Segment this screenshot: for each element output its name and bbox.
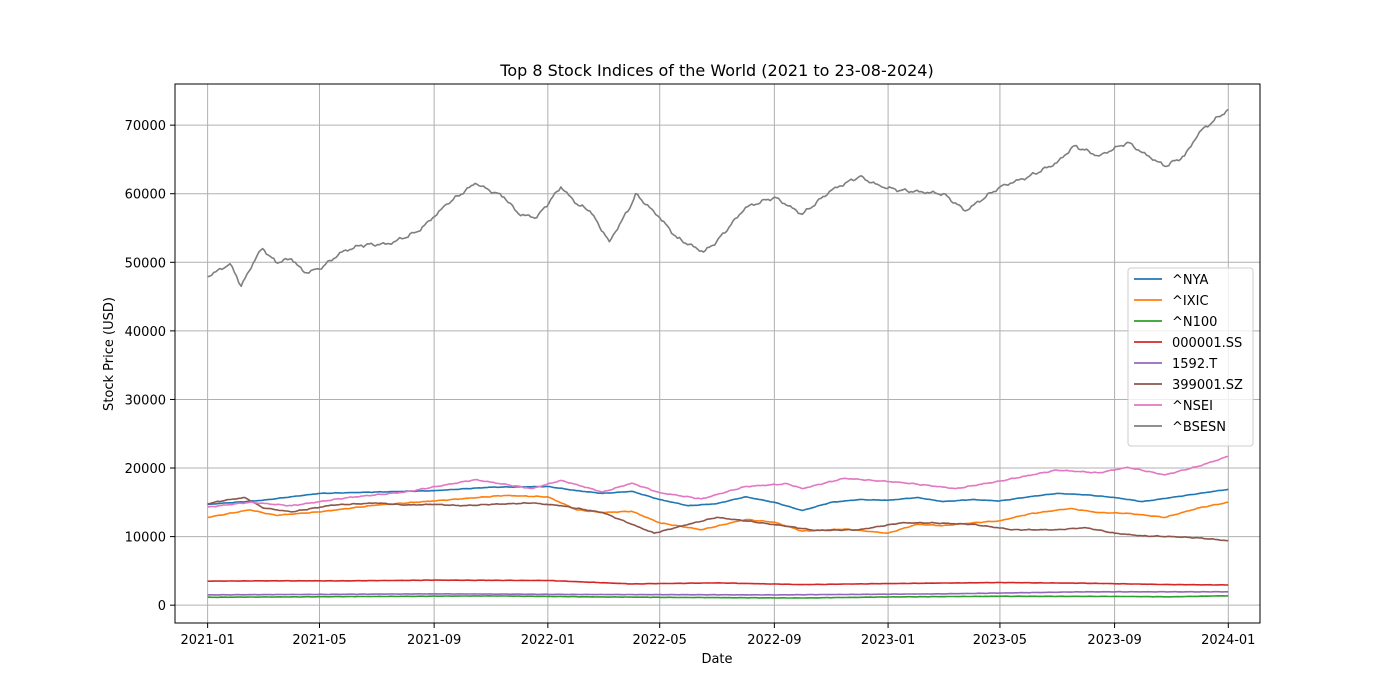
- series-line-7: [207, 108, 1229, 288]
- y-tick-label: 40000: [125, 325, 166, 340]
- x-tick-label: 2022-09: [747, 633, 801, 648]
- legend-label: ^IXIC: [1172, 294, 1209, 309]
- series-line-2: [207, 594, 1229, 599]
- x-tick-label: 2023-09: [1087, 633, 1141, 648]
- legend-label: ^N100: [1172, 315, 1217, 330]
- y-tick-label: 20000: [125, 462, 166, 477]
- y-axis: 0 10000 20000 30000 40000 50000 60000 70000: [125, 119, 175, 614]
- x-axis: 2021-01 2021-05 2021-09 2022-01 2022-05 2022-…: [180, 623, 1255, 648]
- series-lines: [207, 108, 1229, 599]
- y-tick-label: 60000: [125, 188, 166, 203]
- y-tick-label: 70000: [125, 119, 166, 134]
- x-axis-title: Date: [701, 652, 732, 667]
- legend-label: 1592.T: [1172, 357, 1217, 372]
- legend-label: 000001.SS: [1172, 336, 1242, 351]
- y-tick-label: 0: [158, 599, 166, 614]
- y-tick-label: 30000: [125, 393, 166, 408]
- legend-label: ^NSEI: [1172, 399, 1213, 414]
- series-line-6: [207, 455, 1229, 508]
- series-line-1: [207, 494, 1229, 534]
- legend-label: ^BSESN: [1172, 420, 1226, 435]
- y-axis-title: Stock Price (USD): [102, 297, 117, 411]
- y-tick-label: 10000: [125, 531, 166, 546]
- series-line-5: [207, 496, 1229, 542]
- legend: ^NYA ^IXIC ^N100 000001.SS 1592.T 399001.SZ ^N…: [1127, 267, 1254, 447]
- series-line-0: [207, 485, 1229, 512]
- legend-frame: [1127, 267, 1254, 447]
- y-tick-label: 50000: [125, 256, 166, 271]
- x-tick-label: 2021-01: [180, 633, 234, 648]
- x-tick-label: 2022-05: [633, 633, 687, 648]
- x-tick-label: 2021-05: [292, 633, 346, 648]
- x-tick-label: 2023-01: [861, 633, 915, 648]
- x-tick-label: 2022-01: [521, 633, 575, 648]
- plot-frame: [174, 83, 1261, 624]
- chart-title: Top 8 Stock Indices of the World (2021 t…: [499, 61, 933, 80]
- legend-label: ^NYA: [1172, 273, 1209, 288]
- x-tick-label: 2023-05: [973, 633, 1027, 648]
- x-tick-label: 2024-01: [1201, 633, 1255, 648]
- x-tick-label: 2021-09: [407, 633, 461, 648]
- legend-label: 399001.SZ: [1172, 378, 1243, 393]
- series-line-4: [207, 590, 1229, 596]
- series-line-3: [207, 579, 1229, 586]
